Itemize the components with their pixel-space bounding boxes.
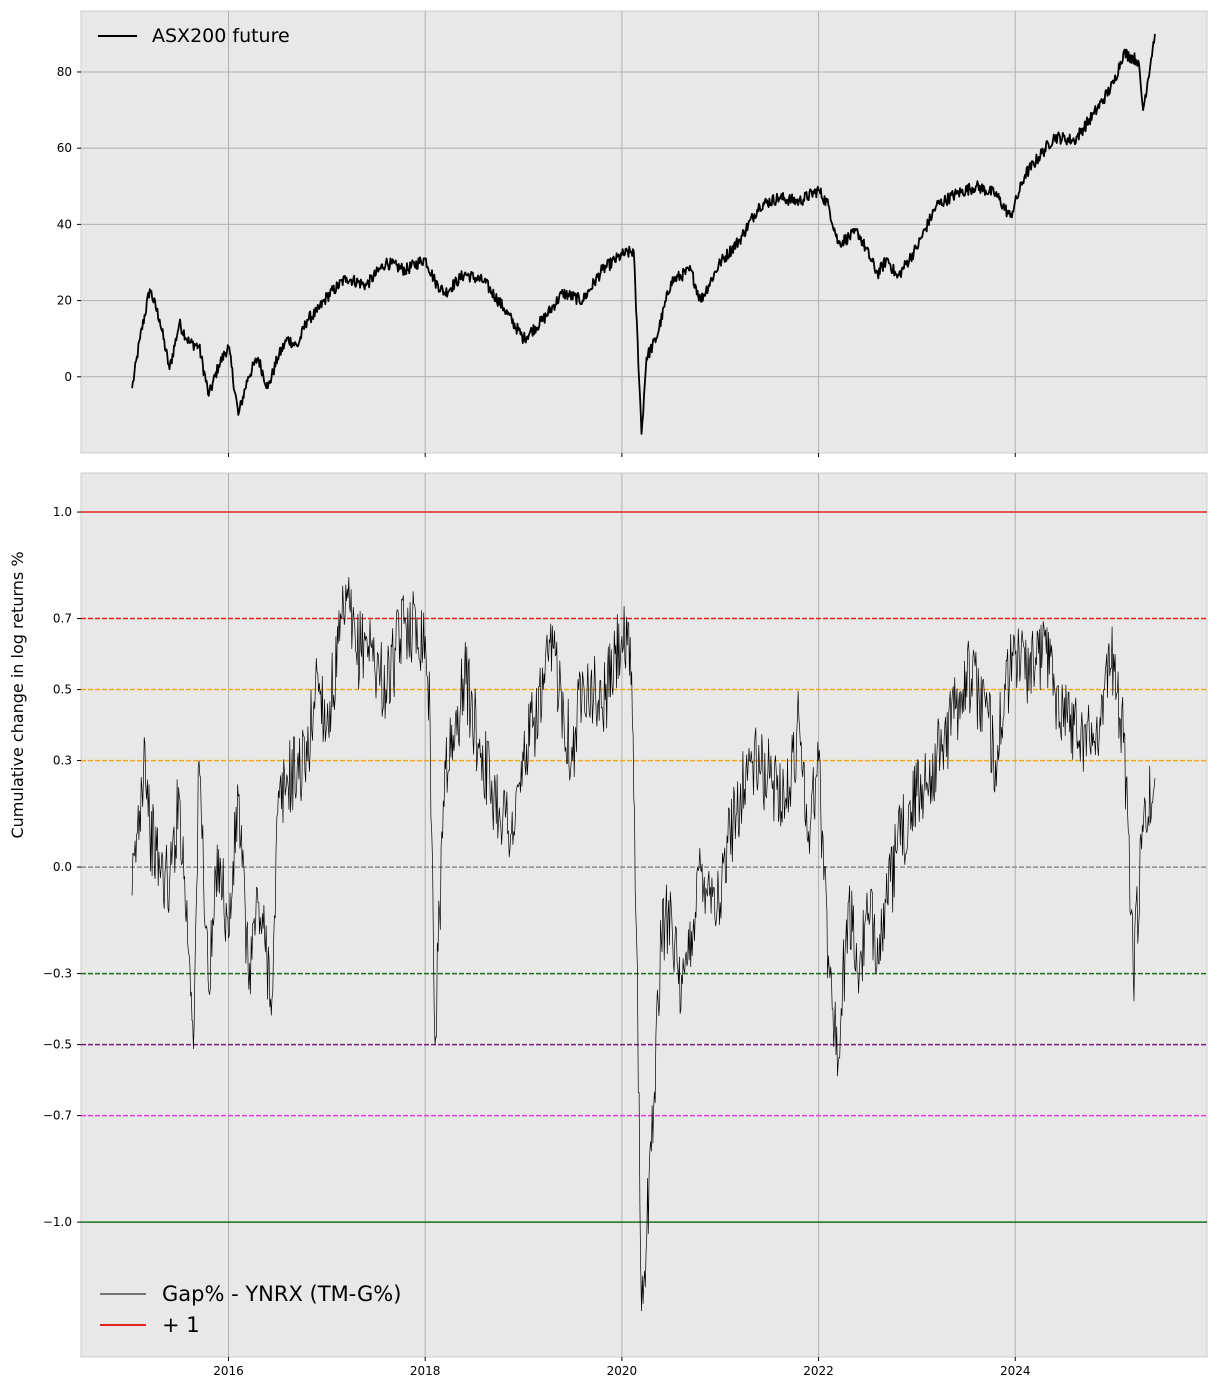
- bottom-legend: Gap% - YNRX (TM-G%) + 1: [100, 1282, 401, 1337]
- series-line: [131, 33, 1156, 435]
- y-tick-label: 0.3: [53, 754, 72, 768]
- bottom-series-layer: [131, 576, 1156, 1312]
- y-tick-label: 0.7: [53, 612, 72, 626]
- x-tick-label: 2024: [1000, 1364, 1031, 1378]
- bottom-legend-label-series: Gap% - YNRX (TM-G%): [162, 1282, 401, 1306]
- top-series-layer: [131, 33, 1156, 435]
- y-tick-label: −0.7: [43, 1109, 72, 1123]
- y-tick-label: −0.5: [43, 1038, 72, 1052]
- y-tick-label: 0.0: [53, 860, 72, 874]
- y-tick-label: 0.5: [53, 683, 72, 697]
- y-tick-label: 0: [64, 370, 72, 384]
- y-tick-label: 80: [57, 65, 72, 79]
- x-tick-label: 2018: [410, 1364, 441, 1378]
- top-y-axis: 0 20 40 60 80: [57, 65, 81, 384]
- y-tick-label: 40: [57, 217, 72, 231]
- top-grid: [81, 11, 1207, 453]
- y-tick-label: −1.0: [43, 1215, 72, 1229]
- top-plot: 0 20 40 60 80 ASX200 future: [57, 10, 1208, 457]
- bottom-y-axis: 1.0 0.7 0.5 0.3 0.0 −0.3 −0.5 −0.7 −1.0: [43, 505, 81, 1229]
- y-tick-label: 20: [57, 294, 72, 308]
- y-tick-label: 1.0: [53, 505, 72, 519]
- bottom-plot-area: [80, 472, 1208, 1358]
- x-tick-label: 2016: [213, 1364, 244, 1378]
- x-tick-label: 2022: [803, 1364, 834, 1378]
- y-tick-label: −0.3: [43, 967, 72, 981]
- bottom-grid: [228, 473, 1016, 1357]
- x-tick-label: 2020: [607, 1364, 638, 1378]
- y-tick-label: 60: [57, 141, 72, 155]
- top-legend-label: ASX200 future: [152, 25, 290, 47]
- bottom-legend-label-plus-one: + 1: [162, 1313, 200, 1337]
- series-line: [131, 576, 1156, 1312]
- top-legend: ASX200 future: [98, 25, 290, 47]
- y-axis-label: Cumulative change in log returns %: [8, 551, 27, 838]
- top-x-axis: [228, 453, 1016, 457]
- reference-lines: [81, 511, 1207, 1223]
- bottom-x-axis: 2016 2018 2020 2022 2024: [213, 1357, 1031, 1378]
- bottom-plot: 1.0 0.7 0.5 0.3 0.0 −0.3 −0.5 −0.7 −1.0 2016 2018…: [8, 472, 1208, 1378]
- top-plot-area: [80, 10, 1208, 454]
